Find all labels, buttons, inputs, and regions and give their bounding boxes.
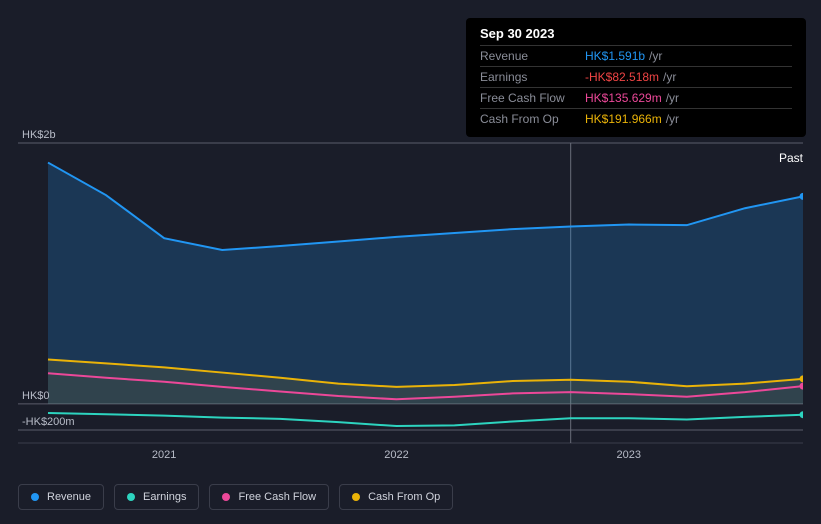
legend-item-earnings[interactable]: Earnings	[114, 484, 199, 510]
data-tooltip: Sep 30 2023 RevenueHK$1.591b/yrEarnings-…	[466, 18, 806, 137]
tooltip-metric-value: HK$191.966m	[585, 112, 662, 126]
tooltip-metric-label: Free Cash Flow	[480, 91, 585, 105]
tooltip-row: RevenueHK$1.591b/yr	[480, 45, 792, 66]
legend-item-cash-from-op[interactable]: Cash From Op	[339, 484, 453, 510]
y-axis-label: HK$2b	[22, 129, 56, 141]
legend-dot-icon	[352, 493, 360, 501]
legend-dot-icon	[222, 493, 230, 501]
tooltip-date: Sep 30 2023	[480, 26, 792, 45]
tooltip-metric-value: HK$135.629m	[585, 91, 662, 105]
past-label: Past	[779, 151, 803, 165]
tooltip-metric-unit: /yr	[666, 112, 679, 126]
legend-label: Free Cash Flow	[238, 491, 316, 503]
tooltip-metric-unit: /yr	[649, 49, 662, 63]
legend-item-revenue[interactable]: Revenue	[18, 484, 104, 510]
legend-label: Earnings	[143, 491, 186, 503]
x-axis-label: 2023	[617, 449, 641, 461]
tooltip-row: Free Cash FlowHK$135.629m/yr	[480, 87, 792, 108]
tooltip-metric-value: -HK$82.518m	[585, 70, 659, 84]
legend-dot-icon	[31, 493, 39, 501]
legend-item-free-cash-flow[interactable]: Free Cash Flow	[209, 484, 329, 510]
chart-legend: Revenue Earnings Free Cash Flow Cash From O…	[18, 484, 453, 510]
tooltip-metric-label: Earnings	[480, 70, 585, 84]
x-axis-label: 2022	[384, 449, 408, 461]
tooltip-row: Earnings-HK$82.518m/yr	[480, 66, 792, 87]
tooltip-metric-label: Cash From Op	[480, 112, 585, 126]
tooltip-metric-value: HK$1.591b	[585, 49, 645, 63]
legend-dot-icon	[127, 493, 135, 501]
y-axis-label: HK$0	[22, 390, 50, 402]
tooltip-metric-unit: /yr	[663, 70, 676, 84]
tooltip-row: Cash From OpHK$191.966m/yr	[480, 108, 792, 129]
tooltip-metric-label: Revenue	[480, 49, 585, 63]
legend-label: Revenue	[47, 491, 91, 503]
x-axis-label: 2021	[152, 449, 176, 461]
legend-label: Cash From Op	[368, 491, 440, 503]
y-axis-label: -HK$200m	[22, 416, 75, 428]
tooltip-metric-unit: /yr	[666, 91, 679, 105]
